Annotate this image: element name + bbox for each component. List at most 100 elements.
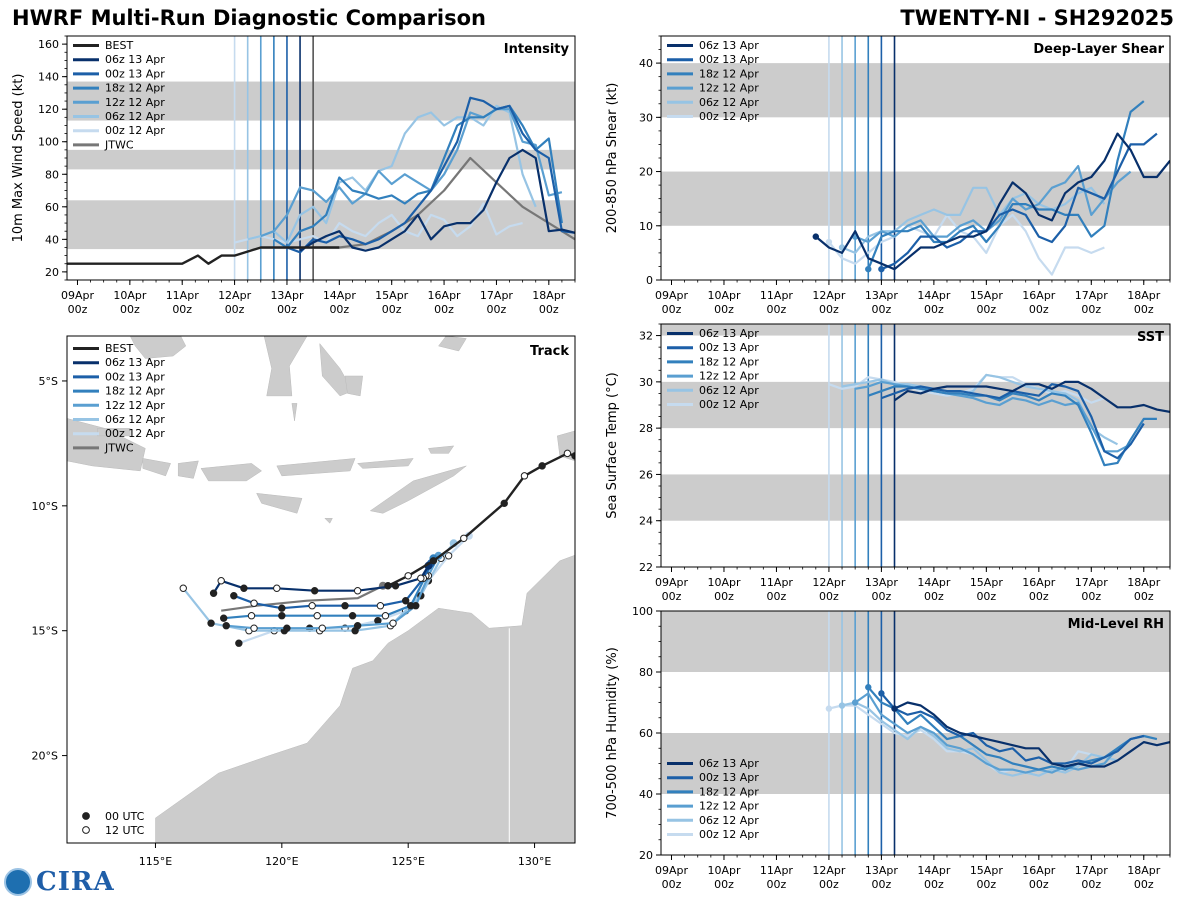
intensity-y-tick-label: 80 <box>45 168 59 181</box>
sst-legend-label: 00z 13 Apr <box>699 341 759 354</box>
rh-x-tick-label-hour: 00z <box>1081 878 1101 891</box>
rh-x-tick-label-day: 17Apr <box>1075 864 1109 877</box>
shear-series-group <box>812 100 1170 276</box>
rh-x-tick-label-day: 09Apr <box>655 864 689 877</box>
rh-y-tick-label: 20 <box>639 849 653 862</box>
intensity-x-tick-label-hour: 00z <box>120 303 140 316</box>
intensity-x-tick-label-day: 12Apr <box>218 289 252 302</box>
intensity-x-tick-label-hour: 00z <box>172 303 192 316</box>
marker-legend-label: 12 UTC <box>105 824 145 837</box>
sst-band <box>661 474 1170 521</box>
noaa-seal-icon <box>4 868 32 896</box>
land-polygon <box>129 336 187 359</box>
shear-y-tick-label: 10 <box>639 220 653 233</box>
shear-x-tick-label-hour: 00z <box>924 303 944 316</box>
shear-legend-label: 06z 12 Apr <box>699 96 759 109</box>
shear-legend-label: 06z 13 Apr <box>699 39 759 52</box>
rh-x-tick-label-hour: 00z <box>1029 878 1049 891</box>
track-point <box>230 592 238 600</box>
intensity-y-tick-label: 60 <box>45 201 59 214</box>
track-y-tick-label: 20°S <box>32 750 58 763</box>
intensity-legend-label: 06z 12 Apr <box>105 110 165 123</box>
track-legend-label: 18z 12 Apr <box>105 385 165 398</box>
shear-x-tick-label-hour: 00z <box>872 303 892 316</box>
rh-legend-label: 06z 12 Apr <box>699 814 759 827</box>
shear-x-tick-label-hour: 00z <box>767 303 787 316</box>
sst-x-tick-label-hour: 00z <box>1029 590 1049 603</box>
best-track-line <box>387 452 575 587</box>
sst-y-tick-label: 28 <box>639 422 653 435</box>
intensity-legend-label: 12z 12 Apr <box>105 96 165 109</box>
land-polygon <box>142 458 171 477</box>
rh-run-line <box>841 701 1118 777</box>
intensity-run-line <box>299 148 575 252</box>
shear-run-start-point <box>878 265 885 273</box>
sst-x-tick-label-day: 15Apr <box>970 576 1004 589</box>
track-map-panel: 115°E 120°E 125°E 130°E 5°S 10°S 15°S 20°S Track… <box>32 335 576 868</box>
track-point <box>389 619 397 627</box>
intensity-y-axis-label: 10m Max Wind Speed (kt) <box>11 74 26 243</box>
intensity-x-tick-label-day: 17Apr <box>480 289 514 302</box>
run-track-line <box>226 555 440 630</box>
rh-x-tick-label-day: 15Apr <box>970 864 1004 877</box>
track-point <box>407 602 415 610</box>
track-point <box>250 624 258 632</box>
track-point <box>460 534 468 543</box>
sst-x-tick-label-hour: 00z <box>1134 590 1154 603</box>
track-point <box>429 557 438 565</box>
shear-legend-label: 00z 12 Apr <box>699 110 759 123</box>
figure-title-left: HWRF Multi-Run Diagnostic Comparison <box>12 6 487 30</box>
rh-x-tick-label-hour: 00z <box>924 878 944 891</box>
intensity-x-tick-label-day: 10Apr <box>113 289 147 302</box>
sst-legend-label: 00z 12 Apr <box>699 398 759 411</box>
intensity-legend-label: JTWC <box>104 138 134 151</box>
rh-run-line <box>854 692 1132 774</box>
shear-x-tick-label-hour: 00z <box>1134 303 1154 316</box>
sst-band <box>661 324 1170 336</box>
marker-legend-12utc <box>82 826 90 834</box>
rh-x-tick-label-hour: 00z <box>662 878 682 891</box>
shear-run-line <box>828 213 1105 276</box>
cira-logo: CIRA <box>4 866 115 898</box>
track-point <box>217 577 225 585</box>
land-polygon <box>263 336 308 397</box>
shear-x-tick-label-hour: 00z <box>819 303 839 316</box>
rh-x-tick-label-hour: 00z <box>872 878 892 891</box>
track-point <box>273 584 281 592</box>
rh-x-tick-label-hour: 00z <box>714 878 734 891</box>
track-point <box>381 612 390 620</box>
land-polygon <box>428 445 455 454</box>
rh-x-tick-label-hour: 00z <box>976 878 996 891</box>
sst-x-tick-label-day: 11Apr <box>760 576 794 589</box>
sst-x-tick-label-hour: 00z <box>662 590 682 603</box>
intensity-band <box>67 149 575 170</box>
marker-legend-label: 00 UTC <box>105 810 145 823</box>
sst-x-tick-label-hour: 00z <box>819 590 839 603</box>
shear-run-line <box>867 100 1145 270</box>
rh-legend-label: 00z 12 Apr <box>699 828 759 841</box>
sst-x-tick-label-day: 09Apr <box>655 576 689 589</box>
intensity-panel-title: Intensity <box>504 42 570 57</box>
shear-x-tick-label-hour: 00z <box>1029 303 1049 316</box>
intensity-x-tick-label-day: 14Apr <box>323 289 357 302</box>
intensity-legend-label: BEST <box>105 39 133 52</box>
rh-run-start-point <box>891 705 898 712</box>
intensity-x-tick-label-hour: 00z <box>487 303 507 316</box>
rh-panel-title: Mid-Level RH <box>1068 617 1164 632</box>
land-polygon <box>291 403 298 421</box>
rh-series-group <box>825 684 1170 777</box>
sst-y-axis-label: Sea Surface Temp (°C) <box>605 372 620 519</box>
shear-y-tick-label: 0 <box>646 274 653 287</box>
track-y-tick-label: 10°S <box>32 500 58 513</box>
track-x-tick-label: 130°E <box>518 855 551 868</box>
land-polygon <box>438 336 467 352</box>
sst-plot-frame <box>660 323 1171 568</box>
sst-x-tick-label-hour: 00z <box>924 590 944 603</box>
track-point <box>250 599 258 607</box>
rh-x-tick-label-day: 13Apr <box>865 864 899 877</box>
intensity-x-tick-label-hour: 00z <box>225 303 245 316</box>
shear-x-tick-label-day: 09Apr <box>655 289 689 302</box>
intensity-x-tick-label-day: 11Apr <box>166 289 200 302</box>
sst-run-line <box>855 380 1132 453</box>
track-point <box>444 552 453 560</box>
